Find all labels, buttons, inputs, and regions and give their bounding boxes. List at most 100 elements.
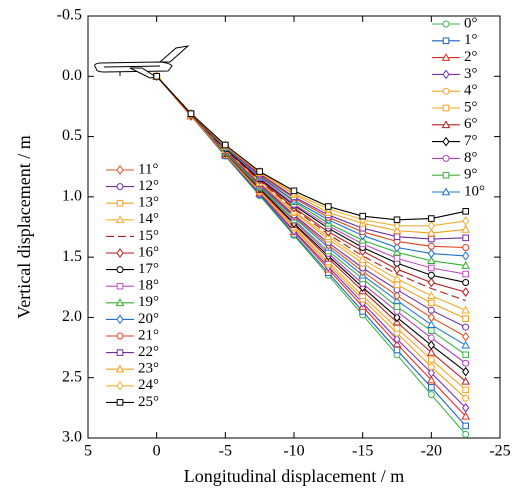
- legend-entry: 21°: [106, 327, 159, 343]
- marker: [116, 349, 124, 356]
- legend-label: 23°: [138, 361, 159, 377]
- legend-label: 24°: [138, 377, 159, 393]
- marker: [153, 72, 160, 80]
- marker: [461, 261, 471, 269]
- legend-label: 0°: [464, 15, 478, 31]
- legend-entry: 2°: [432, 49, 478, 65]
- marker: [116, 399, 124, 406]
- legend-entry: 16°: [106, 244, 159, 260]
- marker: [428, 356, 435, 363]
- marker: [187, 110, 195, 117]
- marker: [393, 242, 401, 253]
- legend-entry: 12°: [106, 178, 159, 194]
- marker: [461, 305, 471, 314]
- marker: [116, 183, 124, 191]
- x-tick-label: 0: [153, 443, 161, 460]
- marker: [426, 320, 436, 328]
- legend-entry: 17°: [106, 261, 159, 277]
- marker: [426, 375, 436, 384]
- marker: [426, 347, 436, 356]
- marker: [427, 277, 435, 288]
- marker: [462, 430, 470, 438]
- marker: [428, 327, 435, 334]
- marker: [427, 363, 435, 371]
- marker: [461, 411, 471, 420]
- marker: [393, 220, 401, 231]
- series-line: [156, 75, 466, 221]
- marker: [393, 255, 401, 262]
- marker: [116, 199, 124, 207]
- legend-entry: 19°: [106, 294, 159, 310]
- marker: [427, 271, 435, 279]
- marker: [222, 141, 229, 149]
- series-line: [156, 75, 466, 249]
- legend-label: 1°: [464, 32, 478, 48]
- marker: [441, 53, 451, 61]
- legend-entry: 14°: [106, 211, 159, 227]
- y-tick-label: 1.5: [62, 248, 82, 265]
- legend-entry: 7°: [432, 133, 478, 149]
- marker: [442, 20, 450, 28]
- marker: [461, 224, 471, 233]
- y-tick-label: 2.5: [62, 368, 82, 385]
- marker: [290, 187, 298, 195]
- marker: [442, 154, 450, 162]
- legend-label: 17°: [138, 261, 159, 277]
- marker: [393, 281, 401, 289]
- marker: [428, 384, 435, 391]
- marker: [393, 346, 401, 354]
- marker: [427, 312, 435, 323]
- marker: [462, 270, 469, 278]
- y-tick-label: 2.0: [62, 308, 82, 325]
- legend-label: 20°: [138, 311, 159, 327]
- legend-entry: 11°: [106, 161, 158, 177]
- y-tick-label: 0.0: [62, 67, 82, 84]
- marker: [428, 299, 435, 307]
- marker: [462, 278, 470, 286]
- marker: [462, 366, 470, 377]
- legend-entry: 0°: [432, 15, 478, 31]
- legend-entry: 22°: [106, 344, 159, 360]
- marker: [462, 359, 470, 367]
- marker: [427, 368, 435, 378]
- marker: [116, 314, 124, 325]
- legend-entry: 10°: [432, 183, 485, 199]
- marker: [393, 290, 401, 301]
- x-axis-label: Longitudinal displacement / m: [184, 466, 404, 486]
- legend-label: 9°: [464, 167, 478, 183]
- legend-label: 22°: [138, 344, 159, 360]
- marker: [393, 216, 401, 224]
- legend-entry: 13°: [106, 195, 159, 211]
- legend-label: 25°: [138, 394, 159, 410]
- legend-entry: 1°: [432, 32, 478, 48]
- legend-entry: 23°: [106, 361, 159, 377]
- marker: [428, 215, 435, 222]
- marker: [116, 282, 124, 290]
- marker: [116, 248, 124, 258]
- legend-entry: 8°: [432, 150, 478, 166]
- legend-entry: 15°: [106, 228, 159, 244]
- legend-label: 15°: [138, 228, 159, 244]
- marker: [427, 248, 435, 259]
- marker: [462, 287, 470, 297]
- marker: [358, 255, 368, 263]
- marker: [462, 351, 469, 359]
- legend-label: 18°: [138, 278, 159, 294]
- marker: [462, 234, 469, 242]
- x-tick-label: -10: [283, 443, 304, 460]
- marker: [442, 69, 450, 80]
- marker: [461, 376, 471, 385]
- marker: [427, 334, 435, 342]
- legend-label: 10°: [464, 183, 485, 199]
- marker: [462, 403, 470, 413]
- legend-entry: 25°: [106, 394, 159, 410]
- marker: [462, 315, 469, 322]
- y-axis-label: Vertical displacement / m: [14, 135, 34, 318]
- marker: [462, 216, 470, 226]
- marker: [426, 291, 436, 300]
- legend-entry: 3°: [432, 66, 478, 82]
- marker: [427, 306, 435, 314]
- legend-label: 12°: [138, 178, 159, 194]
- marker: [428, 235, 435, 243]
